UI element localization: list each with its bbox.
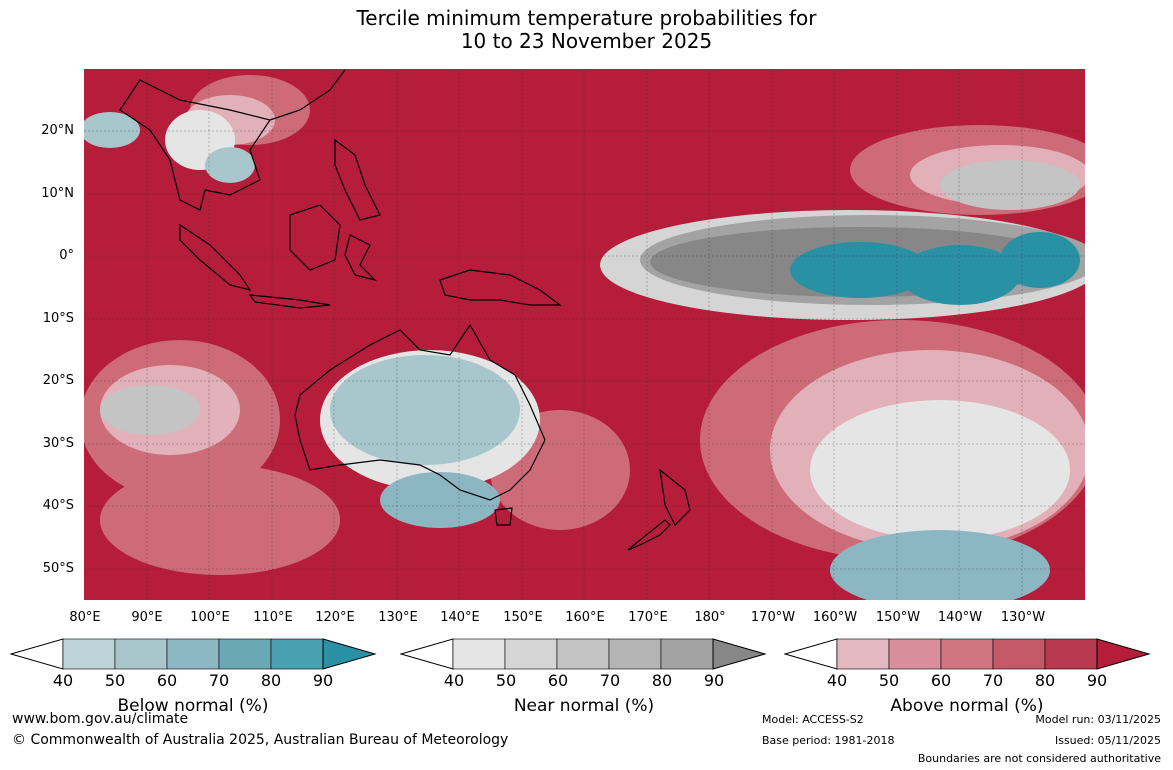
colorbar-tick: 50 [878,671,900,690]
model-run-date: Model run: 03/11/2025 [1035,713,1161,726]
below-normal-regions [84,112,1080,600]
website-link[interactable]: www.bom.gov.au/climate [12,711,189,727]
colorbar-tick: 70 [599,671,621,690]
colorbar-segment [660,638,714,670]
colorbar-tick: 70 [982,671,1004,690]
lat-label: 40°S [42,498,74,513]
lon-label: 170°E [628,610,668,625]
colorbar-segment [888,638,942,670]
lat-label: 30°S [42,436,74,451]
colorbar-tick: 40 [826,671,848,690]
sumatra-coastline [179,223,252,291]
colorbar-segment [166,638,220,670]
colorbar-tick: 80 [260,671,282,690]
new-zealand-south-coastline [627,519,671,551]
lon-label: 100°E [190,610,230,625]
near-normal-label: Near normal (%) [513,696,655,716]
colorbar-tick: 40 [52,671,74,690]
colorbar-tick: 80 [1034,671,1056,690]
lon-label: 80°E [69,610,101,625]
lon-label: 150°E [503,610,543,625]
above-normal-colorbar [784,638,1151,670]
near-normal-colorbar [400,638,767,670]
colorbar-tick: 90 [1086,671,1108,690]
colorbar-under-triangle [400,638,454,670]
colorbar-tick: 50 [104,671,126,690]
lat-label: 20°S [42,373,74,388]
lon-label: 110°E [253,610,293,625]
australia-coastline [294,323,546,501]
colorbar-tick: 40 [443,671,465,690]
below-normal-label: Below normal (%) [117,696,269,716]
model-info: Model: ACCESS-S2 [762,713,864,726]
lat-label: 0° [59,248,74,263]
lon-label: 180° [694,610,726,625]
copyright-notice: © Commonwealth of Australia 2025, Austra… [12,732,509,748]
colorbar-segment [992,638,1046,670]
lon-label: 120°E [315,610,355,625]
asia-coastline [269,69,346,121]
new-zealand-north-coastline [659,468,691,527]
lon-label: 150°W [875,610,921,625]
graticule [84,69,1085,600]
base-period-info: Base period: 1981-2018 [762,734,895,747]
colorbar-tick: 60 [930,671,952,690]
colorbar-segment [836,638,890,670]
colorbar-tick: 90 [703,671,725,690]
sulawesi-coastline [344,234,377,282]
java-coastline [248,294,331,309]
colorbar-segment [62,638,116,670]
indochina-coastline [119,79,271,211]
lon-label: 160°W [812,610,858,625]
above-normal-label: Above normal (%) [890,696,1044,716]
colorbar-segment [1044,638,1098,670]
colorbar-tick: 90 [312,671,334,690]
lat-label: 20°N [41,123,74,138]
colorbar-tick: 50 [495,671,517,690]
coastlines [119,69,691,551]
lon-label: 130°E [378,610,418,625]
colorbar-under-triangle [784,638,838,670]
issued-date: Issued: 05/11/2025 [1054,734,1161,747]
colorbar-segment [270,638,324,670]
colorbar-segment [218,638,272,670]
lon-label: 90°E [131,610,163,625]
colorbar-over-triangle [1096,638,1151,670]
lon-label: 170°W [750,610,796,625]
colorbar-over-triangle [712,638,767,670]
new-guinea-coastline [439,269,562,306]
tasmania-coastline [494,507,513,526]
colorbar-segment [608,638,662,670]
philippines-coastline [334,138,381,221]
probability-map [84,69,1085,600]
colorbar-tick: 70 [208,671,230,690]
lat-label: 10°N [41,186,74,201]
colorbar-tick: 60 [547,671,569,690]
colorbar-segment [114,638,168,670]
lat-label: 50°S [42,561,74,576]
colorbar-segment [940,638,994,670]
colorbar-segment [504,638,558,670]
lon-label: 130°W [1000,610,1046,625]
colorbar-under-triangle [10,638,64,670]
colorbar-over-triangle [322,638,377,670]
map-title-line-1: Tercile minimum temperature probabilitie… [356,6,817,30]
lon-label: 160°E [565,610,605,625]
lon-label: 140°W [937,610,983,625]
lon-label: 140°E [440,610,480,625]
colorbar-segment [556,638,610,670]
lat-label: 10°S [42,311,74,326]
colorbar-tick: 80 [651,671,673,690]
boundaries-disclaimer: Boundaries are not considered authoritat… [917,752,1161,765]
borneo-coastline [289,204,341,271]
map-title-line-2: 10 to 23 November 2025 [460,29,713,53]
below-normal-colorbar [10,638,377,670]
colorbar-segment [452,638,506,670]
colorbar-tick: 60 [156,671,178,690]
